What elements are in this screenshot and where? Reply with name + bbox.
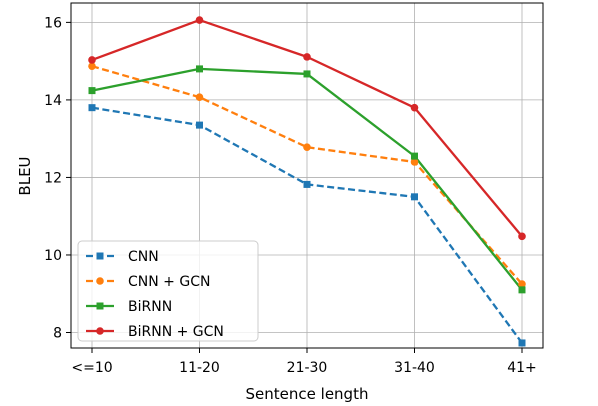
data-point-birnn-gcn — [410, 103, 419, 112]
x-axis-label: Sentence length — [246, 385, 369, 403]
x-tick-label: 21-30 — [287, 360, 328, 376]
y-axis-ticks: 8 10 12 14 16 — [44, 15, 71, 341]
data-point-cnn — [518, 339, 526, 347]
data-point-birnn-gcn — [518, 232, 526, 241]
x-tick-label: <=10 — [71, 360, 112, 376]
legend-marker-birnn-gcn — [96, 327, 104, 335]
x-tick-label: 41+ — [507, 360, 537, 376]
legend-marker-cnn — [96, 252, 104, 260]
legend-marker-cnn-gcn — [96, 277, 104, 285]
legend-marker-birnn — [96, 302, 104, 310]
data-point-birnn-gcn — [88, 56, 96, 64]
data-point-birnn — [411, 152, 418, 160]
data-point-cnn-gcn — [303, 143, 311, 152]
data-point-cnn — [196, 121, 203, 129]
legend-label-cnn-gcn: CNN + GCN — [128, 274, 210, 290]
legend-box — [77, 240, 259, 342]
x-axis-ticks: <=10 11-20 21-30 31-40 41+ — [71, 348, 537, 376]
legend-label-cnn: CNN — [128, 249, 159, 265]
data-point-birnn — [303, 70, 311, 78]
y-tick-label: 14 — [44, 93, 62, 109]
series-line-cnn-gcn — [91, 65, 523, 285]
legend-label-birnn-gcn: BiRNN + GCN — [128, 324, 224, 340]
data-point-birnn — [518, 286, 526, 294]
data-point-birnn-gcn — [303, 53, 311, 61]
data-point-cnn — [411, 193, 418, 201]
y-tick-label: 16 — [44, 15, 62, 31]
series-markers — [88, 16, 526, 347]
y-tick-label: 10 — [44, 248, 62, 264]
data-point-cnn-gcn — [88, 62, 96, 70]
legend: CNN CNN + GCN BiRNN BiRNN + GCN — [77, 240, 259, 342]
legend-label-birnn: BiRNN — [128, 299, 172, 315]
data-point-cnn-gcn — [195, 93, 204, 101]
x-tick-label: 11-20 — [179, 360, 220, 376]
data-point-cnn-gcn — [410, 158, 419, 166]
y-tick-label: 12 — [44, 170, 62, 186]
data-point-birnn — [196, 65, 203, 73]
y-tick-label: 8 — [53, 325, 62, 341]
data-point-cnn-gcn — [518, 280, 526, 288]
y-axis-label: BLEU — [16, 156, 34, 195]
data-point-cnn — [303, 180, 311, 188]
x-tick-label: 31-40 — [394, 360, 435, 376]
data-point-birnn-gcn — [195, 16, 204, 24]
data-point-birnn — [88, 87, 96, 95]
data-point-cnn — [88, 104, 96, 112]
